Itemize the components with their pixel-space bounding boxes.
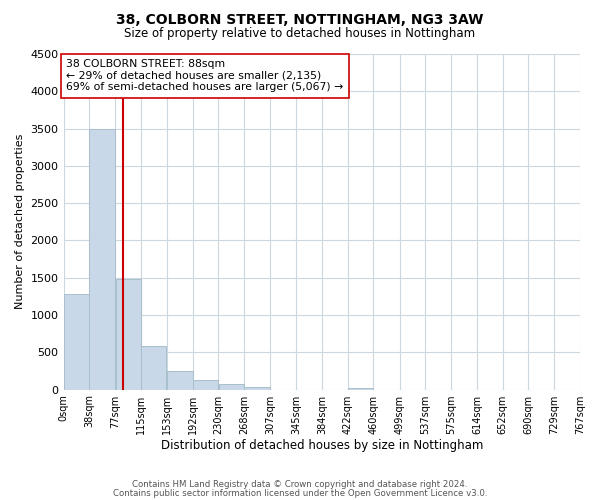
Bar [89, 128, 115, 390]
Bar [141, 346, 166, 390]
Y-axis label: Number of detached properties: Number of detached properties [15, 134, 25, 310]
Text: Contains public sector information licensed under the Open Government Licence v3: Contains public sector information licen… [113, 488, 487, 498]
Text: 38 COLBORN STREET: 88sqm
← 29% of detached houses are smaller (2,135)
69% of sem: 38 COLBORN STREET: 88sqm ← 29% of detach… [66, 59, 343, 92]
X-axis label: Distribution of detached houses by size in Nottingham: Distribution of detached houses by size … [161, 440, 483, 452]
Text: 38, COLBORN STREET, NOTTINGHAM, NG3 3AW: 38, COLBORN STREET, NOTTINGHAM, NG3 3AW [116, 12, 484, 26]
Bar [218, 384, 244, 390]
Bar [348, 388, 373, 390]
Bar [167, 372, 193, 390]
Text: Size of property relative to detached houses in Nottingham: Size of property relative to detached ho… [124, 28, 476, 40]
Bar [64, 294, 89, 390]
Bar [244, 388, 270, 390]
Text: Contains HM Land Registry data © Crown copyright and database right 2024.: Contains HM Land Registry data © Crown c… [132, 480, 468, 489]
Bar [116, 279, 141, 390]
Bar [193, 380, 218, 390]
